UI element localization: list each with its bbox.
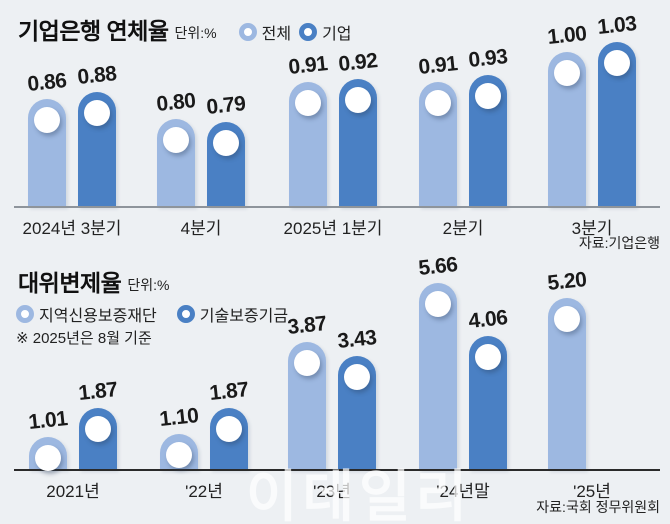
legend-item-total: 전체 bbox=[238, 20, 292, 44]
legend-dot-dark-icon bbox=[299, 23, 318, 41]
value-label: 0.79 bbox=[205, 92, 247, 120]
legend-dot-light-icon bbox=[16, 305, 34, 323]
value-label: 4.06 bbox=[467, 305, 509, 333]
value-label: 3.43 bbox=[336, 326, 378, 354]
bottom-chart-legend: 지역신용보증재단 기술보증기금 bbox=[16, 302, 288, 326]
category-label: 4분기 bbox=[180, 219, 222, 238]
bar-cap-circle-icon bbox=[166, 441, 192, 468]
bar-cap-circle-icon bbox=[163, 126, 189, 153]
legend-dot-light-icon bbox=[238, 23, 257, 41]
value-label: 0.88 bbox=[76, 62, 118, 90]
value-label: 5.20 bbox=[546, 267, 588, 295]
value-label: 0.93 bbox=[467, 45, 509, 73]
legend-label-regional-credit: 지역신용보증재단 bbox=[39, 308, 157, 325]
bar-cap-circle-icon bbox=[34, 106, 60, 133]
bar-cap-circle-icon bbox=[213, 130, 239, 157]
bar-cap-circle-icon bbox=[475, 83, 501, 110]
edaily-watermark: 이데일리 bbox=[246, 465, 473, 524]
category-label: 2분기 bbox=[442, 219, 484, 238]
bar-cap-circle-icon bbox=[216, 416, 242, 443]
top-chart-axis-line bbox=[14, 206, 660, 208]
legend-item-tech-guarantee: 기술보증기금 bbox=[176, 302, 289, 326]
category-label: '25년 bbox=[573, 482, 611, 501]
category-label: '24년말 bbox=[436, 482, 490, 501]
category-label: '23년 bbox=[313, 482, 351, 501]
category-label: 2024년 3분기 bbox=[22, 219, 122, 238]
value-label: 1.87 bbox=[77, 378, 119, 406]
value-label: 1.01 bbox=[27, 406, 69, 434]
top-chart-source: 자료:기업은행 bbox=[578, 235, 660, 251]
legend-dot-dark-icon bbox=[176, 305, 195, 323]
bottom-chart-source: 자료:국회 정무위원회 bbox=[536, 499, 660, 515]
top-chart-unit: 단위:% bbox=[174, 25, 217, 41]
bar-cap-circle-icon bbox=[35, 444, 61, 471]
bottom-chart-unit: 단위:% bbox=[127, 277, 170, 293]
bar-cap-circle-icon bbox=[294, 349, 320, 376]
bottom-chart-header: 대위변제율 단위:% bbox=[18, 264, 169, 298]
bar-cap-circle-icon bbox=[554, 60, 580, 87]
bar-cap-circle-icon bbox=[84, 100, 110, 127]
bar-cap-circle-icon bbox=[604, 50, 630, 77]
bar-cap-circle-icon bbox=[425, 290, 451, 317]
bottom-chart-axis-line bbox=[14, 469, 660, 471]
bottom-chart-note: ※ 2025년은 8월 기준 bbox=[16, 330, 152, 347]
legend-label-tech-guarantee: 기술보증기금 bbox=[199, 308, 289, 325]
category-label: 2025년 1분기 bbox=[283, 219, 383, 238]
top-chart-title: 기업은행 연체율 bbox=[18, 18, 169, 44]
bar-cap-circle-icon bbox=[345, 86, 371, 113]
bar-cap-circle-icon bbox=[554, 305, 580, 332]
bar-cap-circle-icon bbox=[344, 364, 370, 391]
category-label: 2021년 bbox=[46, 482, 100, 501]
bar-cap-circle-icon bbox=[85, 416, 111, 443]
value-label: 1.03 bbox=[596, 12, 638, 40]
top-chart-header: 기업은행 연체율 단위:% 전체 기업 bbox=[18, 12, 352, 46]
legend-item-regional-credit: 지역신용보증재단 bbox=[16, 302, 157, 326]
bar-cap-circle-icon bbox=[475, 343, 501, 370]
bar-cap-circle-icon bbox=[295, 90, 321, 117]
value-label: 5.66 bbox=[417, 252, 459, 280]
value-label: 1.87 bbox=[208, 378, 250, 406]
category-label: 3분기 bbox=[571, 219, 613, 238]
top-chart-legend: 전체 기업 bbox=[238, 20, 352, 46]
legend-item-corporate: 기업 bbox=[299, 20, 352, 44]
bar-cap-circle-icon bbox=[425, 90, 451, 117]
bottom-chart-title: 대위변제율 bbox=[18, 270, 122, 296]
category-label: '22년 bbox=[185, 482, 223, 501]
legend-label-total: 전체 bbox=[261, 26, 292, 43]
legend-label-corporate: 기업 bbox=[322, 26, 352, 43]
